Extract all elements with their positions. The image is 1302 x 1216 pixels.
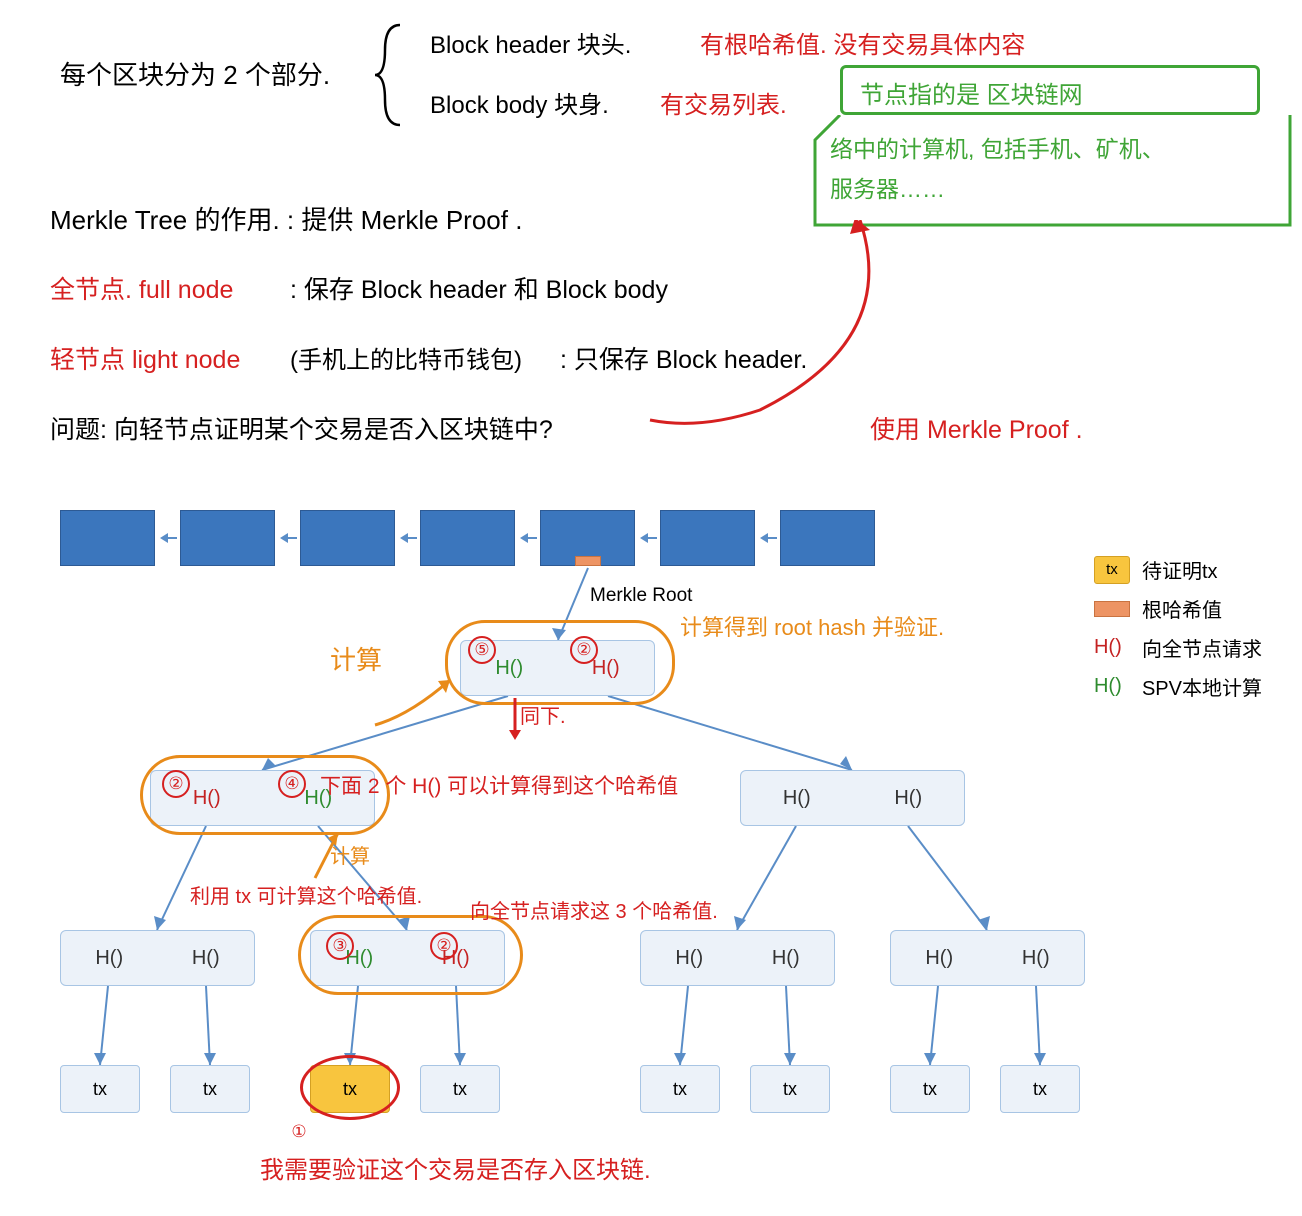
h-label: H() (192, 947, 220, 970)
tree-node-L3-2: H() H() (640, 930, 835, 986)
step-circle-2-L2: ② (162, 770, 190, 798)
step-circle-2-root: ② (570, 636, 598, 664)
legend-root-label: 根哈希值 (1142, 594, 1222, 623)
chain-arrow-6 (763, 537, 777, 539)
note-block-header-red: 有根哈希值. 没有交易具体内容 (700, 25, 1025, 60)
step1-note: 我需要验证这个交易是否存入区块链. (260, 1150, 820, 1185)
note-block-body-red: 有交易列表. (660, 85, 787, 120)
green-note-line1: 节点指的是 区块链网 (860, 75, 1083, 110)
h-label: H() (675, 947, 703, 970)
block-1 (180, 510, 275, 566)
step2-note: 向全节点请求这 3 个哈希值. (470, 895, 810, 924)
step-circle-4: ④ (278, 770, 306, 798)
red-arrow-to-answer (640, 220, 900, 430)
legend-row-h-red: H() 向全节点请求 (1094, 633, 1262, 662)
h-label: H() (783, 787, 811, 810)
tree-leaf-5: tx (750, 1065, 830, 1113)
chain-arrow-5 (643, 537, 657, 539)
block-3 (420, 510, 515, 566)
step5-note: 计算得到 root hash 并验证. (680, 610, 980, 642)
tree-node-L2-1: H() H() (740, 770, 965, 826)
tree-node-L3-3: H() H() (890, 930, 1085, 986)
block-6 (780, 510, 875, 566)
note-answer: 使用 Merkle Proof . (870, 410, 1083, 446)
note-full-node-black: : 保存 Block header 和 Block body (290, 270, 668, 306)
orange-arrow-root (370, 675, 460, 735)
brace-icon (370, 20, 410, 130)
legend: tx 待证明tx 根哈希值 H() 向全节点请求 H() SPV本地计算 (1094, 555, 1262, 711)
compute-label-root: 计算 (330, 640, 382, 677)
chain-arrow-1 (163, 537, 177, 539)
chain-arrow-4 (523, 537, 537, 539)
tree-leaf-6: tx (890, 1065, 970, 1113)
note-block-header: Block header 块头. (430, 25, 631, 60)
orange-arrow-L2 (310, 828, 350, 883)
block-0 (60, 510, 155, 566)
block-5 (660, 510, 755, 566)
tree-leaf-0: tx (60, 1065, 140, 1113)
tree-node-L3-0: H() H() (60, 930, 255, 986)
note-block-body: Block body 块身. (430, 85, 609, 120)
tree-leaf-1: tx (170, 1065, 250, 1113)
red-ring-target-tx (300, 1055, 400, 1120)
step4-note: 下面 2 个 H() 可以计算得到这个哈希值 (320, 770, 750, 800)
h-label: H() (925, 947, 953, 970)
legend-h-red-label: 向全节点请求 (1142, 633, 1262, 662)
step-circle-3: ③ (326, 932, 354, 960)
merkle-root-label: Merkle Root (590, 585, 692, 607)
legend-tx-label: 待证明tx (1142, 555, 1218, 584)
h-label: H() (894, 787, 922, 810)
h-label: H() (772, 947, 800, 970)
legend-row-root: 根哈希值 (1094, 594, 1262, 623)
green-note-line3: 服务器…… (830, 170, 945, 204)
red-arrow-down-root (505, 698, 525, 743)
note-block-parts: 每个区块分为 2 个部分. (60, 55, 330, 92)
note-full-node-red: 全节点. full node (50, 270, 233, 306)
note-light-node-paren: (手机上的比特币钱包) (290, 340, 522, 375)
chain-arrow-2 (283, 537, 297, 539)
note-merkle-use: Merkle Tree 的作用. : 提供 Merkle Proof . (50, 200, 522, 237)
step-circle-5: ⑤ (468, 636, 496, 664)
same-below-note: 同下. (520, 700, 566, 729)
legend-h-red-icon: H() (1094, 636, 1130, 659)
step3-note: 利用 tx 可计算这个哈希值. (190, 880, 470, 909)
chain-arrow-3 (403, 537, 417, 539)
h-label: H() (95, 947, 123, 970)
note-question: 问题: 向轻节点证明某个交易是否入区块链中? (50, 410, 553, 446)
root-hash-marker (575, 556, 601, 566)
tree-leaf-3: tx (420, 1065, 500, 1113)
legend-h-green-icon: H() (1094, 675, 1130, 698)
green-note-line2: 络中的计算机, 包括手机、矿机、 (830, 130, 1165, 164)
note-light-node-red: 轻节点 light node (50, 340, 240, 376)
step-circle-2-L3: ② (430, 932, 458, 960)
legend-root-icon (1094, 601, 1130, 617)
legend-row-h-green: H() SPV本地计算 (1094, 672, 1262, 701)
legend-h-green-label: SPV本地计算 (1142, 672, 1262, 701)
tree-leaf-7: tx (1000, 1065, 1080, 1113)
legend-row-tx: tx 待证明tx (1094, 555, 1262, 584)
h-label: H() (1022, 947, 1050, 970)
tree-leaf-4: tx (640, 1065, 720, 1113)
block-2 (300, 510, 395, 566)
step-circle-1: ① (285, 1118, 313, 1146)
legend-tx-icon: tx (1094, 556, 1130, 584)
